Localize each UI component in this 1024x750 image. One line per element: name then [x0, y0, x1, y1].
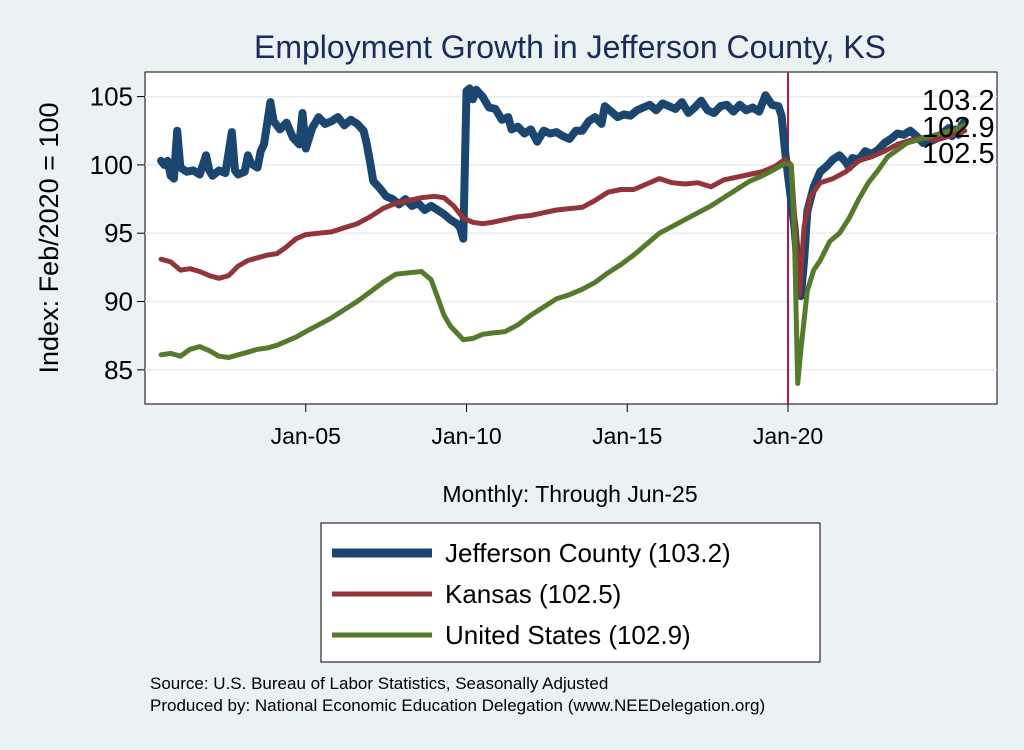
source-note: Source: U.S. Bureau of Labor Statistics,… — [150, 674, 608, 693]
y-tick-label-95: 95 — [104, 218, 133, 248]
x-tick-label-Jan-20: Jan-20 — [753, 423, 823, 449]
y-tick-label-105: 105 — [90, 82, 133, 112]
end-label-1: 102.9 — [922, 112, 995, 144]
y-tick-label-90: 90 — [104, 287, 133, 317]
x-tick-label-Jan-10: Jan-10 — [431, 423, 501, 449]
chart-title: Employment Growth in Jefferson County, K… — [254, 29, 886, 65]
x-axis-ticks: Jan-05 Jan-10 Jan-15 Jan-20 — [271, 404, 823, 449]
series-line-kansas — [158, 128, 968, 298]
end-label-2: 102.5 — [922, 138, 995, 170]
legend-label-us: United States (102.9) — [445, 620, 691, 650]
legend: Jefferson County (103.2) Kansas (102.5) Un… — [332, 538, 731, 650]
series-line-jefferson — [157, 84, 969, 301]
x-axis-label: Monthly: Through Jun-25 — [442, 481, 697, 507]
legend-label-jefferson: Jefferson County (103.2) — [445, 538, 731, 568]
y-axis-label: Index: Feb/2020 = 100 — [34, 103, 64, 374]
y-axis-ticks: 85 90 95 100 105 — [90, 82, 145, 385]
producer-note: Produced by: National Economic Education… — [150, 696, 765, 715]
legend-label-kansas: Kansas (102.5) — [445, 579, 621, 609]
series-lines — [157, 84, 969, 386]
y-tick-label-85: 85 — [104, 355, 133, 385]
x-tick-label-Jan-15: Jan-15 — [592, 423, 662, 449]
end-label-0: 103.2 — [922, 85, 995, 117]
y-tick-label-100: 100 — [90, 150, 133, 180]
x-tick-label-Jan-05: Jan-05 — [271, 423, 341, 449]
series-line-us — [158, 122, 968, 386]
